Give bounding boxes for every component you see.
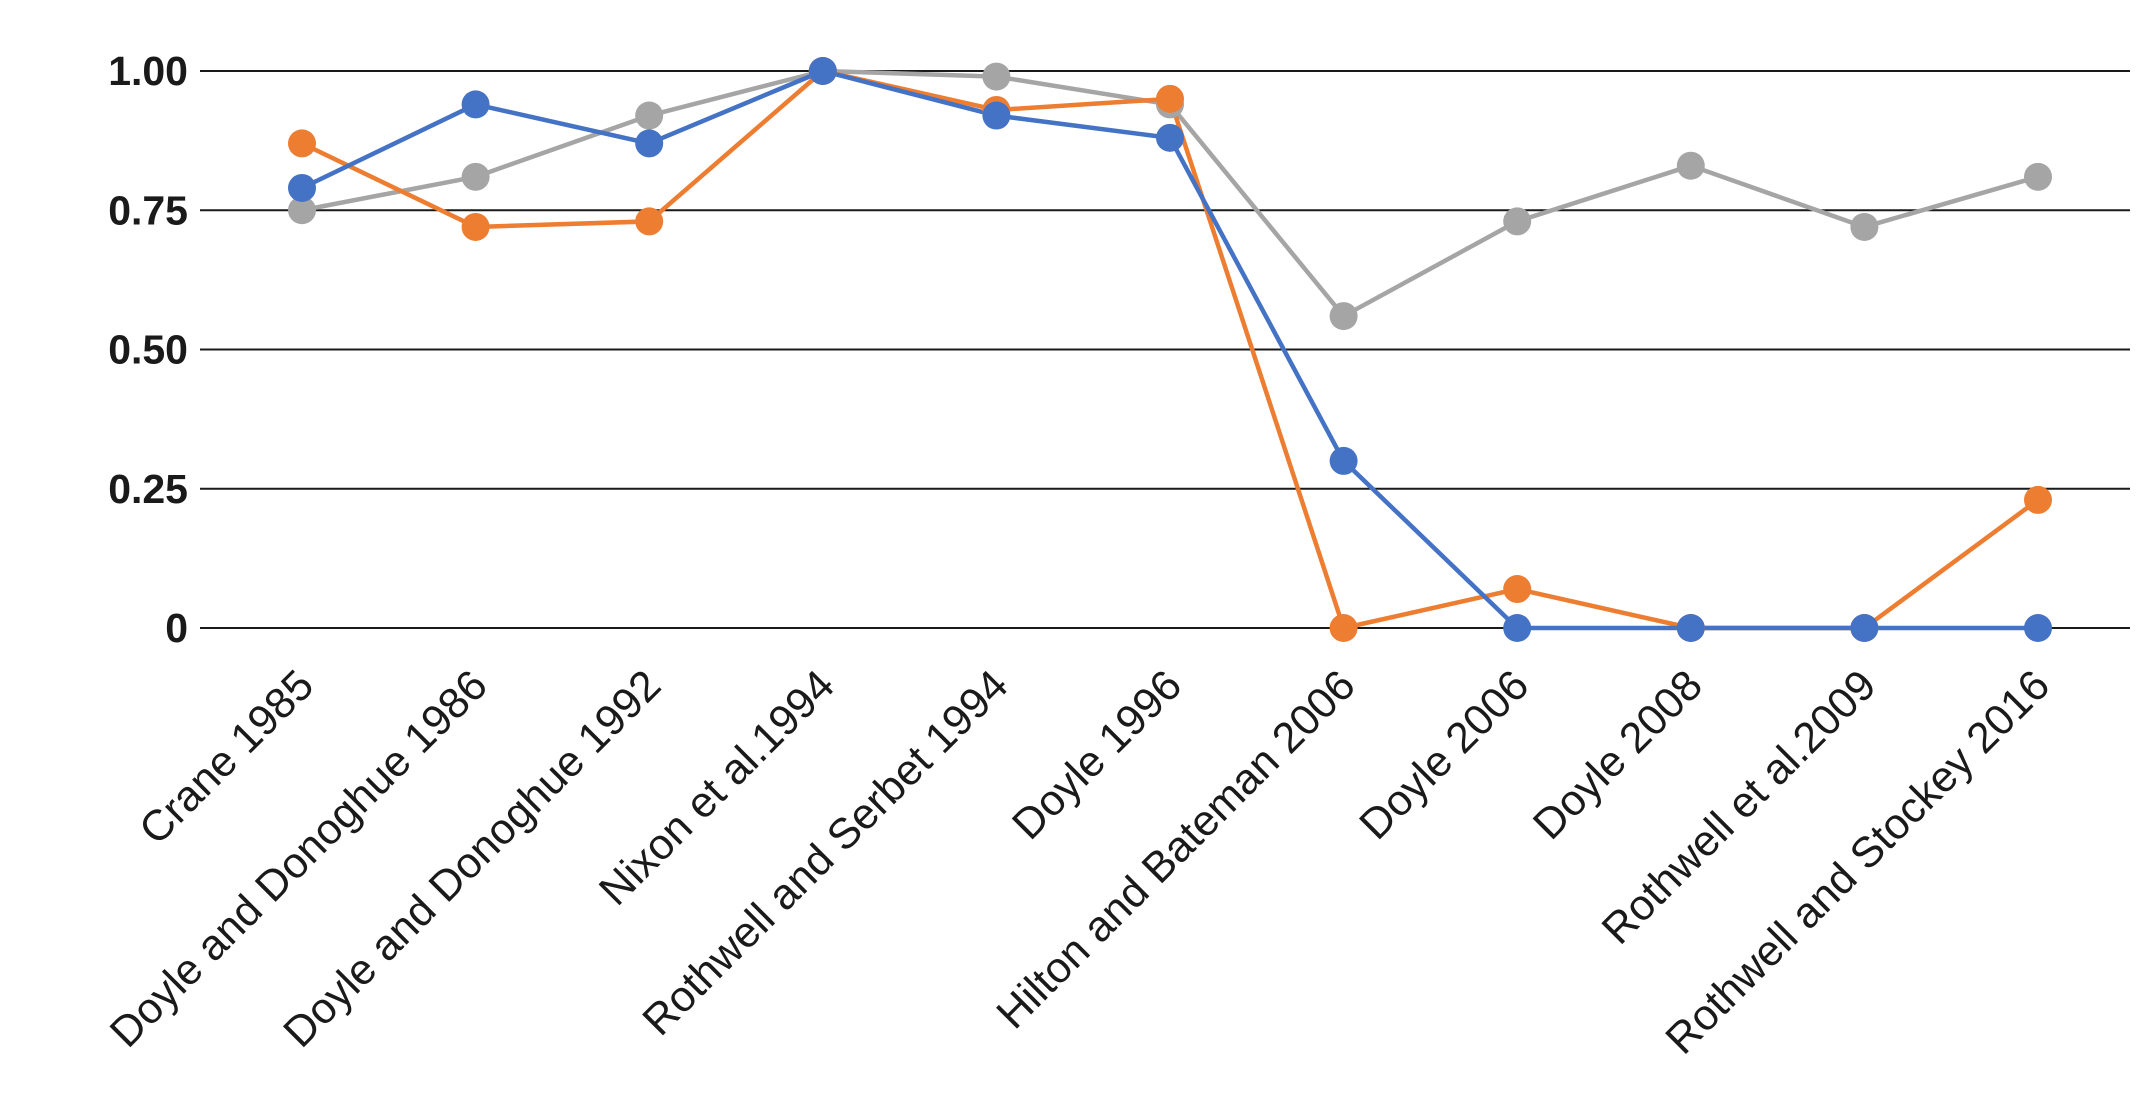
series-1-point [1676,614,1705,642]
x-tick-label: Doyle 1996 [1003,661,1191,849]
x-tick-label: Crane 1985 [130,661,323,854]
y-axis: 0 0.25 0.50 0.75 1.00 [108,48,188,651]
series-1-point [808,57,837,85]
series-1-point [982,101,1011,130]
series-1-point [1850,614,1879,642]
series-3-point [1329,302,1358,331]
series-2-point [1329,614,1358,642]
y-tick-label: 1.00 [108,48,188,94]
series-1-point [635,129,664,158]
y-tick-label: 0.75 [108,187,188,233]
series-2-point [2024,485,2052,514]
series-1-point [2024,614,2052,642]
series-2-point [288,129,316,158]
series-3-point [288,196,316,225]
x-tick-label: Rothwell and Serbet 1994 [634,661,1018,1045]
x-tick-label: Hilton and Bateman 2006 [988,661,1365,1038]
series-3-point [982,62,1011,91]
series-1-point [461,90,490,119]
y-tick-label: 0.50 [108,327,188,373]
series-3-point [1676,151,1705,180]
series-1-point [1329,446,1358,475]
x-tick-label: Doyle 2006 [1351,661,1539,849]
series-1-point [288,173,316,202]
series-3-point [635,101,664,130]
y-tick-label: 0 [165,605,188,651]
series-2-point [635,207,664,236]
series-3-point [2024,162,2052,191]
series-3-point [1503,207,1532,236]
gridlines [200,70,2130,629]
y-tick-label: 0.25 [108,466,188,512]
series-1-point [1156,123,1184,152]
series-2-point [1503,575,1532,604]
series-2-point [461,212,490,241]
series-1-point [1503,614,1532,642]
plot-area [288,57,2052,642]
x-tick-label: Doyle 2008 [1524,661,1712,849]
series-3-point [461,162,490,191]
series-2-point [1156,84,1184,113]
series-3-point [1850,212,1879,241]
